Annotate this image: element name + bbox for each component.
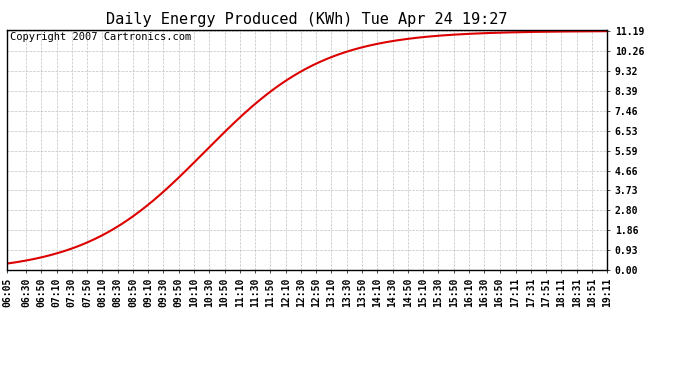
Text: Copyright 2007 Cartronics.com: Copyright 2007 Cartronics.com <box>10 32 191 42</box>
Title: Daily Energy Produced (KWh) Tue Apr 24 19:27: Daily Energy Produced (KWh) Tue Apr 24 1… <box>106 12 508 27</box>
